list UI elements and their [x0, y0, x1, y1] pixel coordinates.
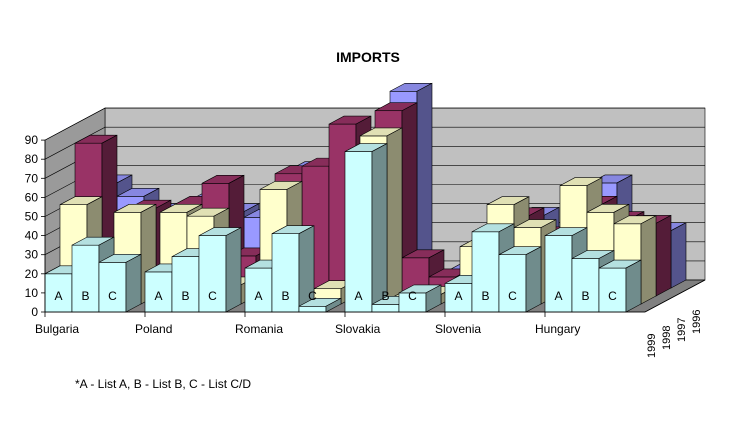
bar-label-a: A	[54, 289, 62, 303]
chart-title: IMPORTS	[336, 49, 400, 65]
bar-side	[670, 222, 687, 289]
y-tick-label: 0	[31, 305, 38, 319]
bar-label-a: A	[154, 289, 162, 303]
bar-front	[598, 267, 627, 313]
bar-hungary-c-1999: C	[598, 259, 642, 313]
y-tick-label: 20	[25, 267, 39, 281]
bar-front	[298, 305, 327, 313]
bar-romania-c-1999: C	[298, 289, 342, 313]
bar-front	[471, 231, 500, 313]
bar-label-c: C	[208, 289, 217, 303]
bar-side	[640, 215, 657, 305]
bar-side	[325, 297, 342, 313]
bar-front	[344, 151, 373, 313]
bar-label-c: C	[108, 289, 117, 303]
category-label-bulgaria: Bulgaria	[35, 322, 79, 336]
gridline	[44, 126, 705, 160]
bar-label-c: C	[608, 289, 617, 303]
bar-label-c: C	[308, 289, 317, 303]
bar-slovakia-c-1999: C	[398, 284, 442, 313]
y-tick-label: 10	[25, 286, 39, 300]
depth-label-1998: 1998	[661, 326, 673, 350]
depth-axis-line	[644, 279, 706, 313]
bar-label-a: A	[354, 289, 362, 303]
bar-front	[171, 256, 200, 313]
chart-axes: 0 10 20 30 40 50 60 70 80 90 Bulgaria Poland Romania…	[25, 133, 706, 358]
bar-romania-b-1999: B	[271, 225, 315, 313]
bar-front	[498, 254, 527, 313]
bar-bulgaria-b-1999: B	[71, 236, 115, 313]
depth-label-1996: 1996	[691, 310, 703, 334]
bar-poland-c-1999: C	[198, 227, 242, 313]
bar-front	[71, 244, 100, 313]
y-tick-label: 80	[25, 152, 39, 166]
bar-front	[544, 235, 573, 313]
bar-front	[571, 258, 600, 313]
depth-label-1997: 1997	[676, 318, 688, 342]
bar-side	[125, 253, 142, 313]
bar-label-b: B	[181, 289, 189, 303]
bar-side	[525, 246, 542, 313]
bar-label-b: B	[381, 289, 389, 303]
category-label-slovenia: Slovenia	[435, 322, 481, 336]
y-tick-label: 60	[25, 190, 39, 204]
gridline	[44, 107, 705, 141]
bar-front	[271, 233, 300, 313]
y-tick-label: 50	[25, 210, 39, 224]
y-tick-label: 90	[25, 133, 39, 147]
y-tick-label: 40	[25, 229, 39, 243]
bar-label-c: C	[408, 289, 417, 303]
bar-front	[371, 304, 400, 313]
bar-label-b: B	[281, 289, 289, 303]
y-tick-label: 70	[25, 171, 39, 185]
category-label-poland: Poland	[135, 322, 172, 336]
bar-side	[625, 259, 642, 313]
y-tick-label: 30	[25, 248, 39, 262]
bar-label-b: B	[481, 289, 489, 303]
bar-label-a: A	[454, 289, 462, 303]
bar-label-a: A	[254, 289, 262, 303]
bar-front	[98, 262, 127, 313]
category-label-hungary: Hungary	[535, 322, 580, 336]
bar-label-a: A	[554, 289, 562, 303]
chart-footnote: *A - List A, B - List B, C - List C/D	[75, 377, 251, 391]
bar-side	[425, 284, 442, 313]
bar-side	[386, 127, 403, 305]
bar-slovenia-c-1999: C	[498, 246, 542, 313]
bar-label-b: B	[581, 289, 589, 303]
bar-side	[371, 143, 388, 313]
bar-slovakia-a-1999: A	[344, 143, 388, 313]
depth-label-1999: 1999	[646, 334, 658, 358]
bar-label-b: B	[81, 289, 89, 303]
bar-bulgaria-c-1999: C	[98, 253, 142, 313]
bar-label-c: C	[508, 289, 517, 303]
bar-side	[655, 214, 672, 297]
category-label-romania: Romania	[235, 322, 283, 336]
bar-side	[225, 227, 242, 313]
category-label-slovakia: Slovakia	[335, 322, 381, 336]
